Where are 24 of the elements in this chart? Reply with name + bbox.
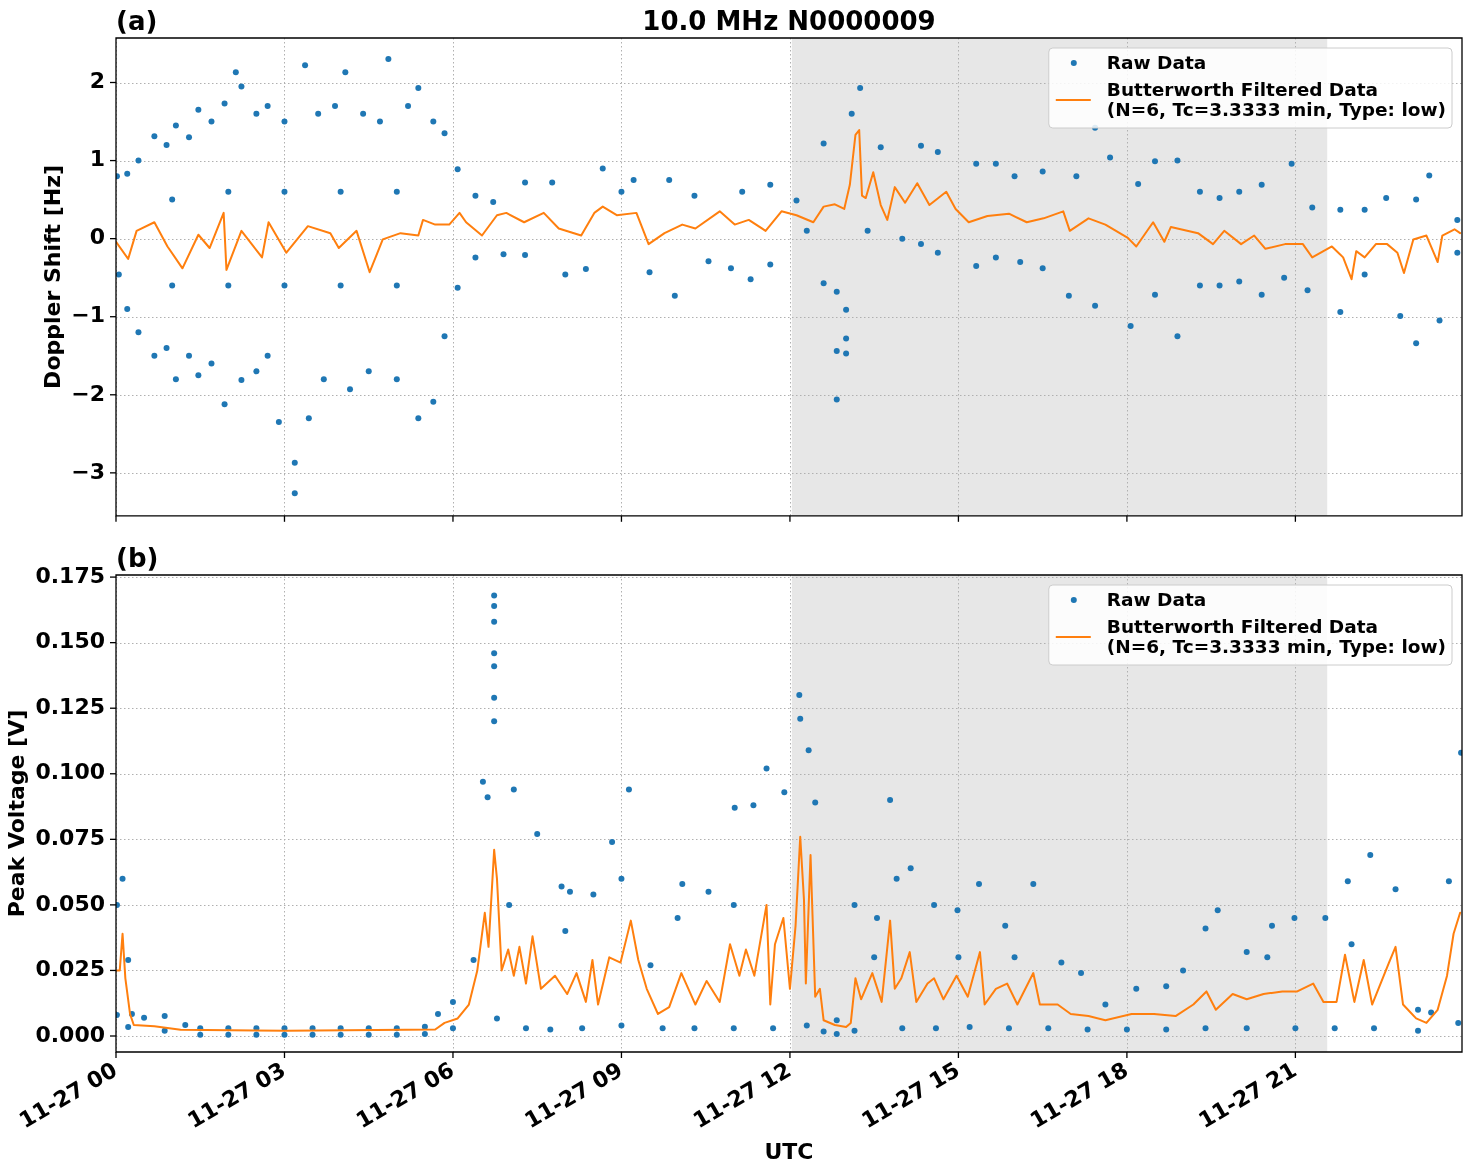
legend-label: Raw Data	[1106, 588, 1207, 610]
y-tick-label: −1	[71, 302, 105, 328]
y-tick-label: 0.150	[35, 628, 105, 654]
y-axis-title: Peak Voltage [V]	[4, 709, 30, 918]
legend-label: Raw Data	[1106, 51, 1207, 73]
y-tick-label: 0.175	[35, 562, 105, 588]
text: (a)	[116, 6, 158, 36]
y-tick-label: 0.125	[35, 693, 105, 719]
y-tick-label: −2	[71, 380, 105, 406]
x-axis-title: UTC	[764, 1139, 814, 1164]
y-tick-label: −3	[71, 458, 105, 484]
y-tick-label: 1	[89, 146, 105, 172]
y-tick-label: 0.025	[35, 956, 105, 982]
chart-title: 10.0 MHz N0000009	[642, 6, 936, 36]
y-tick-label: 0.075	[35, 825, 105, 851]
y-tick-label: 0.050	[35, 890, 105, 916]
y-tick-label: 0	[89, 224, 105, 250]
legend-label: Butterworth Filtered Data (N=6, Tc=3.3333 min, Type: low)	[1106, 615, 1447, 657]
y-tick-label: 2	[89, 68, 105, 94]
text: (b)	[116, 543, 159, 573]
y-tick-label: 0.100	[35, 759, 105, 785]
legend-label: Butterworth Filtered Data (N=6, Tc=3.3333 min, Type: low)	[1106, 78, 1447, 120]
y-tick-label: 0.000	[35, 1021, 105, 1047]
y-axis-title: Doppler Shift [Hz]	[39, 164, 65, 389]
